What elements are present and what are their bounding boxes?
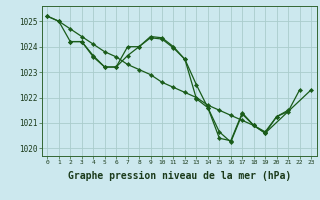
X-axis label: Graphe pression niveau de la mer (hPa): Graphe pression niveau de la mer (hPa) (68, 171, 291, 181)
